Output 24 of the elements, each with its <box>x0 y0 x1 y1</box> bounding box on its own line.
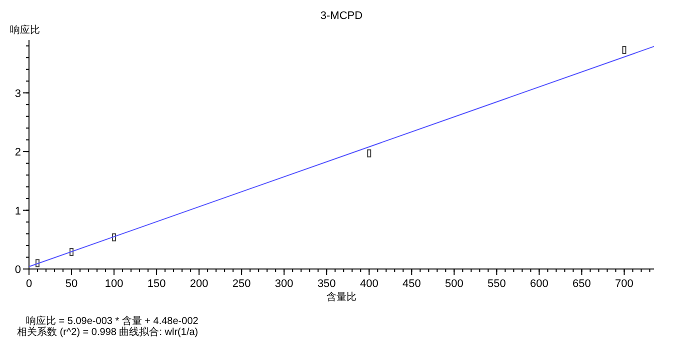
x-tick-label: 550 <box>488 278 506 290</box>
y-tick-label: 2 <box>14 146 21 159</box>
y-tick-label: 1 <box>14 205 21 218</box>
x-tick-label: 450 <box>402 278 421 290</box>
x-tick-label: 300 <box>274 278 294 290</box>
text: 响应比 = 5.09e-003 * 含量 + 4.48e-002 <box>26 315 199 327</box>
x-tick-label: 50 <box>65 278 78 290</box>
x-tick-label: 350 <box>317 278 336 290</box>
x-tick-label: 650 <box>572 278 591 290</box>
chart-title: 3-MCPD <box>320 10 363 22</box>
y-axis-title: 响应比 <box>10 24 40 36</box>
y-tick-label: 0 <box>14 264 21 276</box>
x-tick-label: 100 <box>104 278 124 290</box>
x-axis-title: 含量比 <box>326 291 356 303</box>
x-tick-label: 500 <box>444 278 464 290</box>
x-tick-label: 600 <box>530 278 548 290</box>
x-tick-label: 400 <box>360 278 378 290</box>
text: 相关系数 (r^2) = 0.998 曲线拟合: wlr(1/a) <box>17 326 198 338</box>
x-tick-label: 250 <box>232 278 251 290</box>
x-tick-label: 150 <box>147 278 166 290</box>
x-tick-label: 0 <box>26 278 32 290</box>
x-tick-label: 700 <box>615 278 634 290</box>
y-tick-label: 3 <box>14 88 21 100</box>
x-tick-label: 200 <box>190 278 208 290</box>
